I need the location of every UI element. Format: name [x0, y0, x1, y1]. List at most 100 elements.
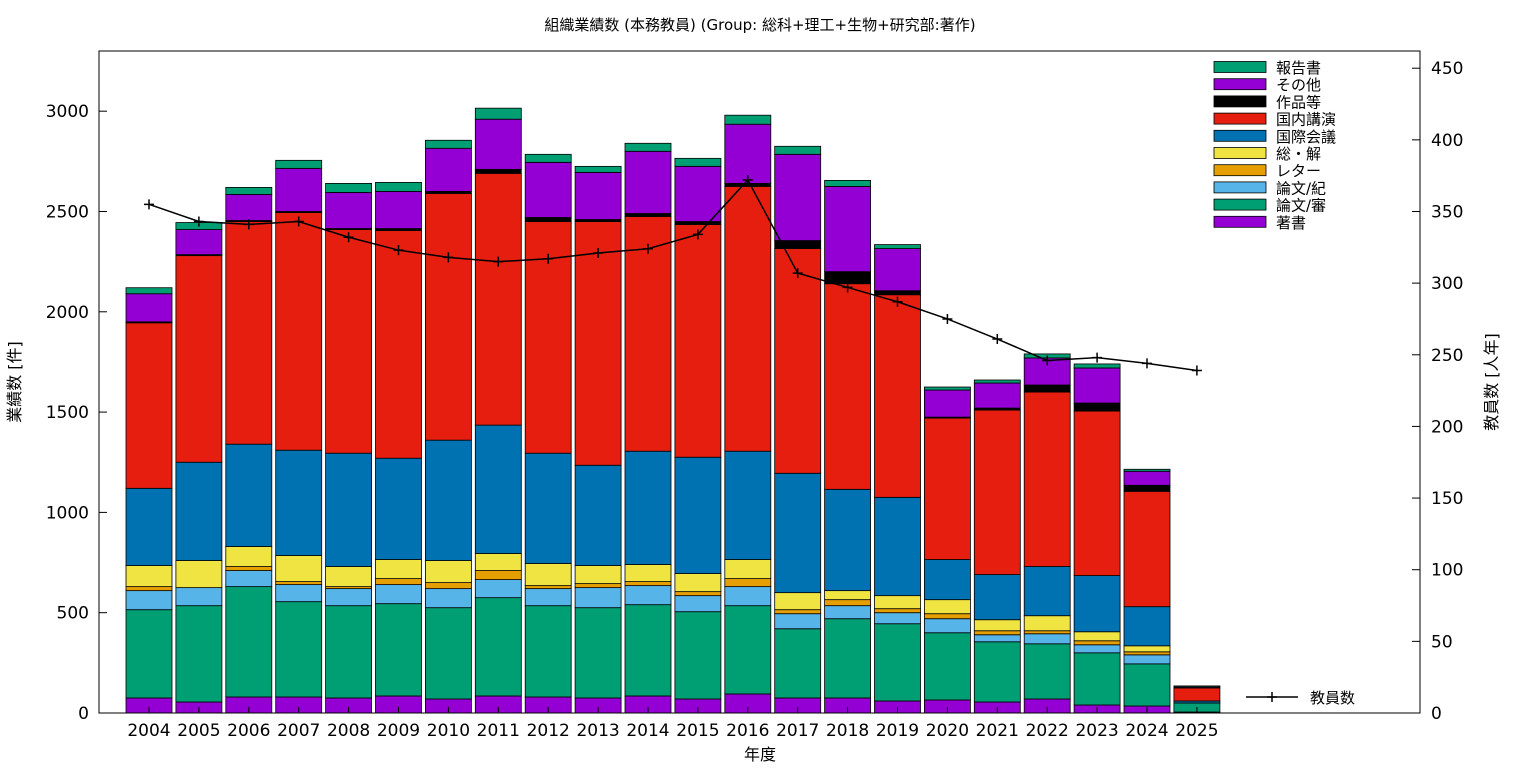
bar-segment-2022-series-5 [1023, 566, 1071, 617]
bar-segment-2013-series-9 [574, 165, 622, 173]
y-tick-label: 0 [78, 704, 89, 724]
bar-segment-2008-series-4 [325, 566, 373, 588]
bar-segment-2024-series-5 [1123, 606, 1171, 647]
y-tick-label: 2500 [46, 202, 89, 222]
bar-segment-2011-series-2 [474, 579, 522, 599]
legend-label-2: 作品等 [1276, 93, 1321, 111]
bar-segment-2016-series-8 [724, 123, 772, 184]
bar-segment-2019-series-3 [874, 608, 921, 614]
bar-segment-2010-series-8 [424, 147, 472, 192]
bar-segment-2012-series-4 [524, 563, 572, 587]
bar-segment-2019-series-5 [874, 496, 921, 597]
bar-segment-2014-series-3 [624, 581, 672, 587]
bar-segment-2017-series-4 [774, 592, 822, 611]
bar-segment-2007-series-9 [275, 159, 323, 169]
y2-tick-label: 250 [1431, 346, 1463, 366]
bar-segment-2019-series-4 [874, 595, 921, 610]
bar-segment-2014-series-5 [624, 450, 672, 565]
legend-label-5: 総・解 [1276, 145, 1321, 163]
bar-segment-2016-series-9 [724, 114, 772, 125]
x-tick-label-2004: 2004 [127, 721, 170, 741]
bar-segment-2010-series-1 [424, 607, 472, 700]
bar-segment-2023-series-7 [1073, 402, 1121, 412]
x-tick-label-2011: 2011 [477, 721, 520, 741]
bar-segment-2023-series-1 [1073, 652, 1121, 706]
line-point-2020 [942, 313, 953, 324]
bar-segment-2009-series-9 [375, 181, 422, 192]
line-point-2018 [842, 282, 853, 293]
legend-label-7: 論文/紀 [1276, 179, 1326, 197]
bar-segment-2014-series-6 [624, 216, 672, 452]
bar-segment-2014-series-7 [624, 213, 672, 217]
bar-segment-2024-series-9 [1123, 468, 1171, 472]
line-point-2012 [543, 253, 554, 264]
bar-segment-2011-series-4 [474, 553, 522, 571]
legend-label-6: レター [1276, 162, 1321, 180]
legend-swatch-3 [1213, 112, 1267, 125]
bar-segment-2012-series-5 [524, 452, 572, 564]
line-point-2016 [742, 174, 753, 185]
bar-segment-2010-series-3 [424, 582, 472, 590]
bar-segment-2009-series-2 [375, 584, 422, 605]
bar-segment-2012-series-9 [524, 153, 572, 163]
bar-segment-2008-series-5 [325, 452, 373, 567]
bar-segment-2010-series-2 [424, 588, 472, 609]
bar-segment-2023-series-5 [1073, 575, 1121, 633]
bar-segment-2005-series-2 [175, 587, 223, 607]
x-tick-label-2006: 2006 [227, 721, 270, 741]
bar-segment-2014-series-4 [624, 564, 672, 583]
bar-segment-2013-series-5 [574, 464, 622, 566]
line-point-2008 [343, 232, 354, 243]
y-tick-label: 2000 [46, 303, 89, 323]
line-point-2007 [293, 216, 304, 227]
bar-segment-2008-series-6 [325, 229, 373, 454]
bar-segment-2018-series-6 [824, 283, 871, 490]
bar-segment-2016-series-4 [724, 559, 772, 579]
line-point-2011 [493, 256, 504, 267]
bar-segment-2021-series-1 [973, 641, 1021, 703]
line-point-2019 [892, 296, 903, 307]
bar-segment-2023-series-4 [1073, 631, 1121, 642]
bar-segment-2015-series-8 [674, 165, 722, 222]
bar-segment-2009-series-6 [375, 230, 422, 459]
bar-segment-2018-series-1 [824, 618, 871, 699]
bar-segment-2012-series-1 [524, 605, 572, 698]
bar-segment-2011-series-8 [474, 118, 522, 170]
bar-segment-2004-series-3 [125, 586, 173, 592]
x-tick-label-2008: 2008 [327, 721, 370, 741]
bar-segment-2023-series-2 [1073, 644, 1121, 654]
legend-swatch-5 [1213, 147, 1267, 159]
bar-segment-2010-series-9 [424, 139, 472, 149]
legend-swatch-2 [1213, 95, 1267, 108]
bar-segment-2004-series-4 [125, 565, 173, 588]
x-tick-label-2022: 2022 [1026, 721, 1069, 741]
bar-segment-2015-series-9 [674, 157, 722, 167]
legend-label-1: その他 [1276, 76, 1321, 94]
x-tick-label-2025: 2025 [1175, 721, 1218, 741]
bar-segment-2009-series-4 [375, 559, 422, 579]
line-point-2004 [144, 199, 154, 210]
line-layer [144, 174, 1202, 376]
bar-segment-2019-series-1 [874, 623, 921, 702]
bar-segment-2024-series-6 [1123, 490, 1171, 608]
bar-segment-2020-series-4 [924, 599, 971, 615]
legend-swatch-7 [1213, 181, 1267, 194]
bar-segment-2005-series-4 [175, 560, 223, 589]
bar-segment-2010-series-5 [424, 439, 472, 561]
bar-segment-2016-series-2 [724, 586, 772, 607]
x-tick-label-2020: 2020 [926, 721, 969, 741]
bar-segment-2011-series-5 [474, 424, 522, 554]
y2-tick-label: 0 [1431, 704, 1442, 724]
x-tick-label-2009: 2009 [377, 721, 420, 741]
line-point-2017 [792, 268, 803, 279]
x-tick-label-2024: 2024 [1125, 721, 1168, 741]
x-tick-label-2007: 2007 [277, 721, 320, 741]
legend-label-3: 国内講演 [1276, 111, 1336, 129]
line-point-2022 [1042, 355, 1053, 366]
bar-segment-2005-series-1 [175, 605, 223, 703]
line-point-2009 [393, 245, 404, 256]
bar-segment-2023-series-9 [1073, 363, 1121, 369]
bar-segment-2012-series-7 [524, 217, 572, 222]
